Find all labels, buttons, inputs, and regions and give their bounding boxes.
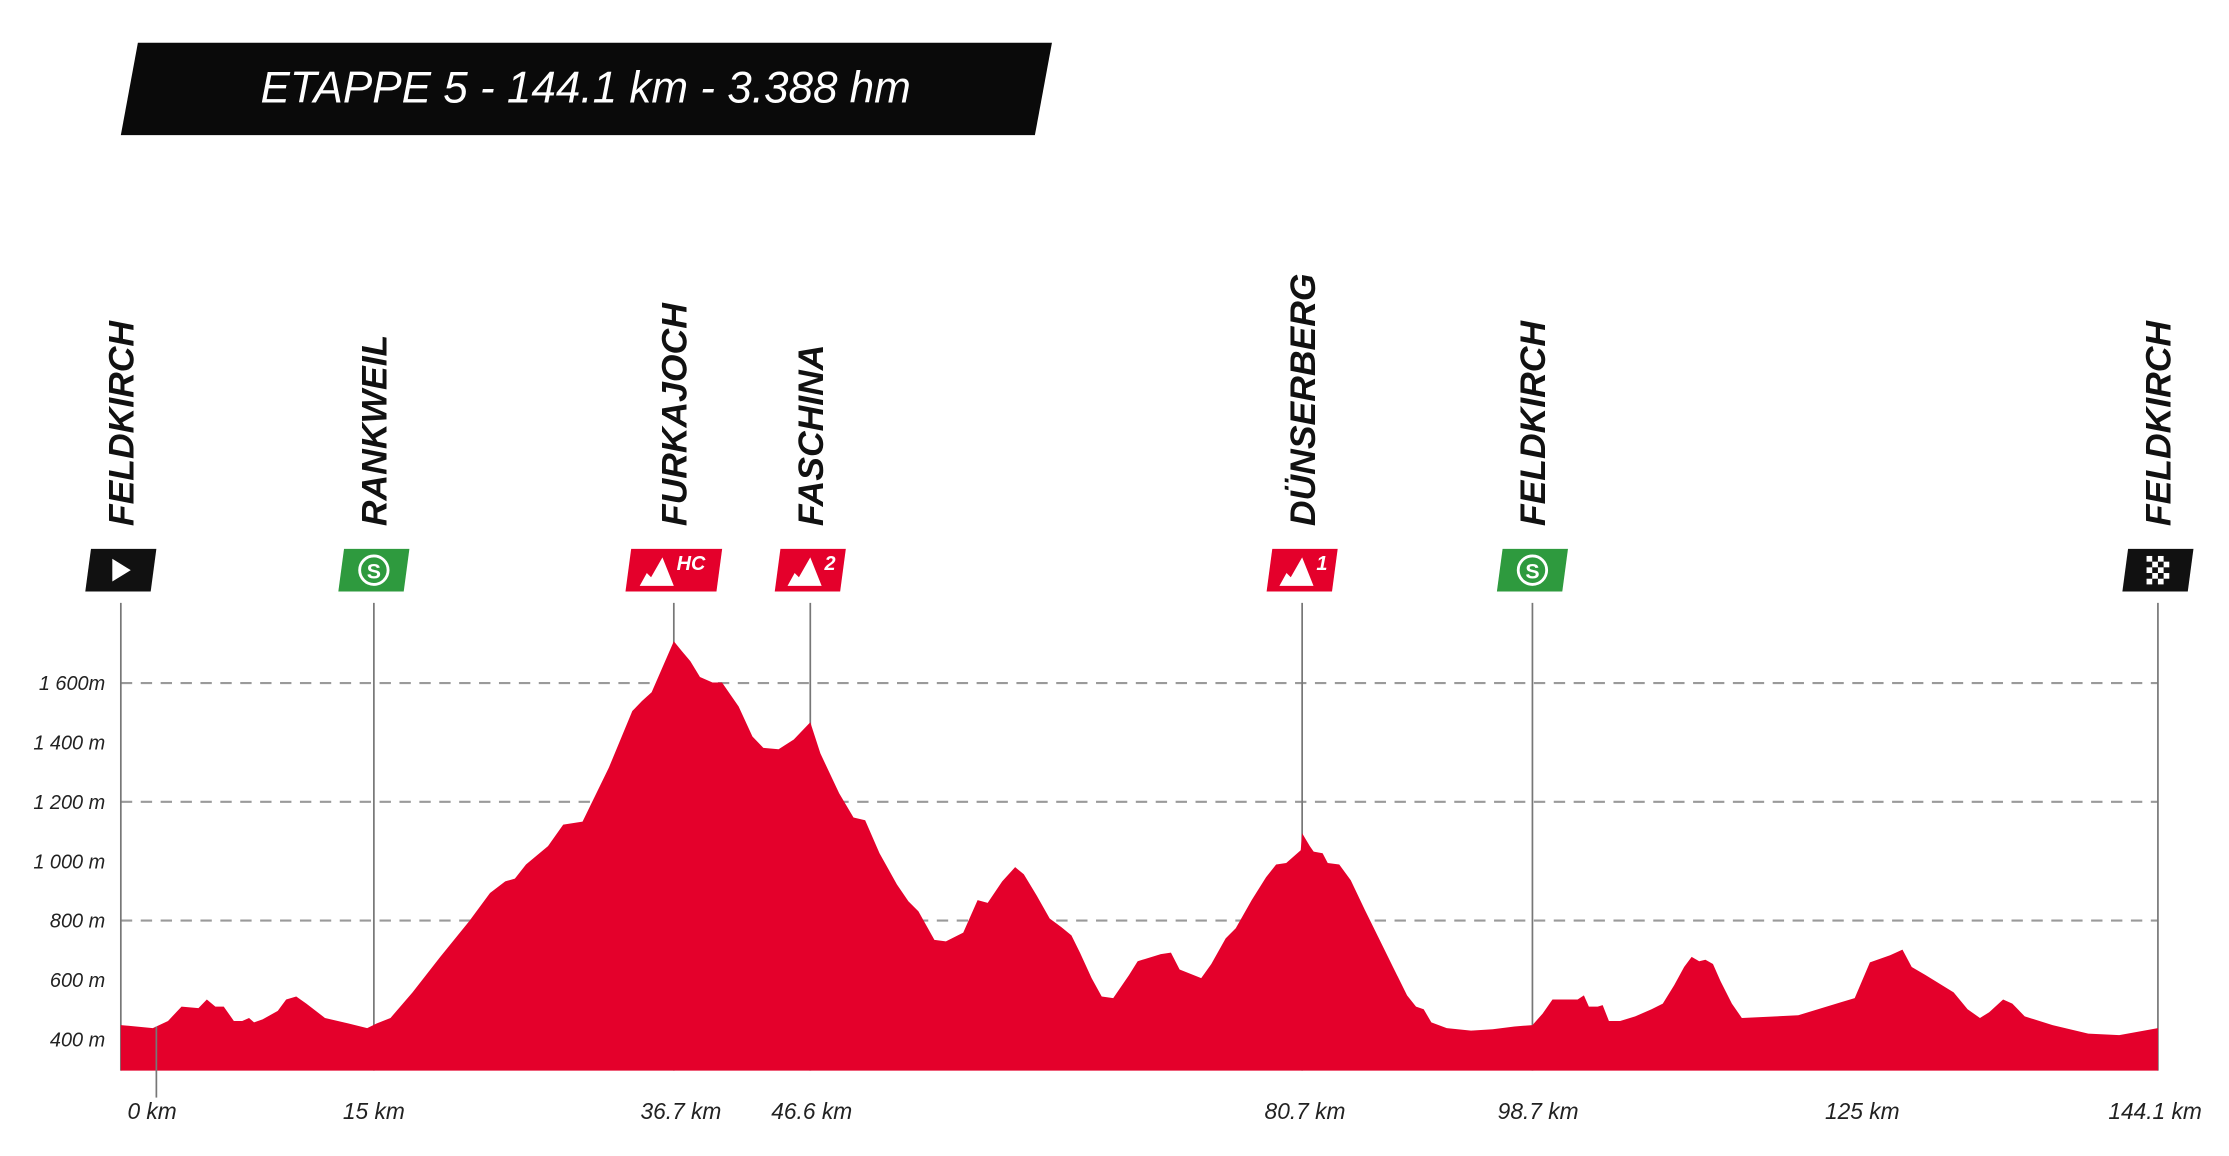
climb-category: 1 [1316,553,1327,575]
place-name: RANKWEIL [355,335,395,526]
place-name: FURKAJOCH [655,302,695,526]
y-tick-label: 400 m [50,1029,105,1051]
y-axis: 400 m 600 m 800 m 1 000 m 1 200 m 1 400 m 1 60… [33,673,105,1051]
place-name: FELDKIRCH [102,320,142,527]
place-name: FASCHINA [791,345,831,527]
checkered-flag-icon [2157,555,2164,562]
place-name: DÜNSERBERG [1283,274,1323,527]
y-tick-label: 1 000 m [33,851,105,873]
marker-climb: FASCHINA 2 [774,345,846,592]
elevation-profile-area [120,641,2158,1071]
climb-category: HC [677,553,706,575]
y-tick-label: 1 600m [39,673,105,695]
route-markers: FELDKIRCH RANKWEIL S FURKAJOCH HC FASCHINA 2 DÜ… [85,274,2194,592]
marker-start: FELDKIRCH [85,320,157,592]
title-banner: ETAPPE 5 - 144.1 km - 3.388 hm [120,42,1052,136]
x-tick-label: 36.7 km [640,1098,721,1124]
sprint-icon-letter: S [1525,560,1539,584]
mountain-icon [1279,557,1314,586]
marker-badge [1496,548,1568,592]
climb-category: 2 [824,553,836,575]
x-tick-label: 98.7 km [1498,1098,1579,1124]
marker-sprint: FELDKIRCH S [1496,320,1568,592]
checkered-flag-icon [2146,578,2153,585]
checkered-flag-icon [2157,567,2164,574]
mountain-icon [787,557,822,586]
marker-finish: FELDKIRCH [2122,320,2194,592]
place-name: FELDKIRCH [1513,320,1553,527]
checkered-flag-icon [2152,561,2158,568]
checkered-flag-icon [2146,567,2153,574]
marker-badge [338,548,410,592]
y-tick-label: 600 m [50,970,105,992]
sprint-icon [358,554,390,586]
x-tick-label: 80.7 km [1265,1098,1346,1124]
checkered-flag-icon [2146,555,2153,562]
checkered-flag-icon [2163,573,2170,579]
sprint-icon [1516,554,1549,586]
x-tick-label: 46.6 km [771,1098,852,1124]
play-icon [112,558,131,582]
checkered-flag-icon [2152,573,2158,579]
marker-climb: FURKAJOCH HC [625,302,723,592]
checkered-flag-icon [2163,561,2170,568]
marker-sprint: RANKWEIL S [338,335,410,592]
x-tick-label: 125 km [1825,1098,1900,1124]
marker-badge [625,548,723,592]
x-tick-label: 144.1 km [2108,1098,2202,1124]
y-tick-label: 1 400 m [33,733,105,755]
mountain-icon [639,557,674,586]
checkered-flag-icon [2157,578,2164,585]
sprint-icon-letter: S [367,560,381,584]
chart-title: ETAPPE 5 - 144.1 km - 3.388 hm [260,63,910,112]
x-tick-label: 15 km [343,1098,405,1124]
grid-lines [120,682,2158,922]
y-tick-label: 1 200 m [33,792,105,814]
x-tick-label: 0 km [127,1098,176,1124]
place-name: FELDKIRCH [2139,320,2179,527]
title-banner-background [120,42,1052,136]
x-axis: 0 km 15 km 36.7 km 46.6 km 80.7 km 98.7 km 125… [127,1026,2202,1124]
y-tick-label: 800 m [50,911,105,933]
marker-climb: DÜNSERBERG 1 [1266,274,1338,592]
